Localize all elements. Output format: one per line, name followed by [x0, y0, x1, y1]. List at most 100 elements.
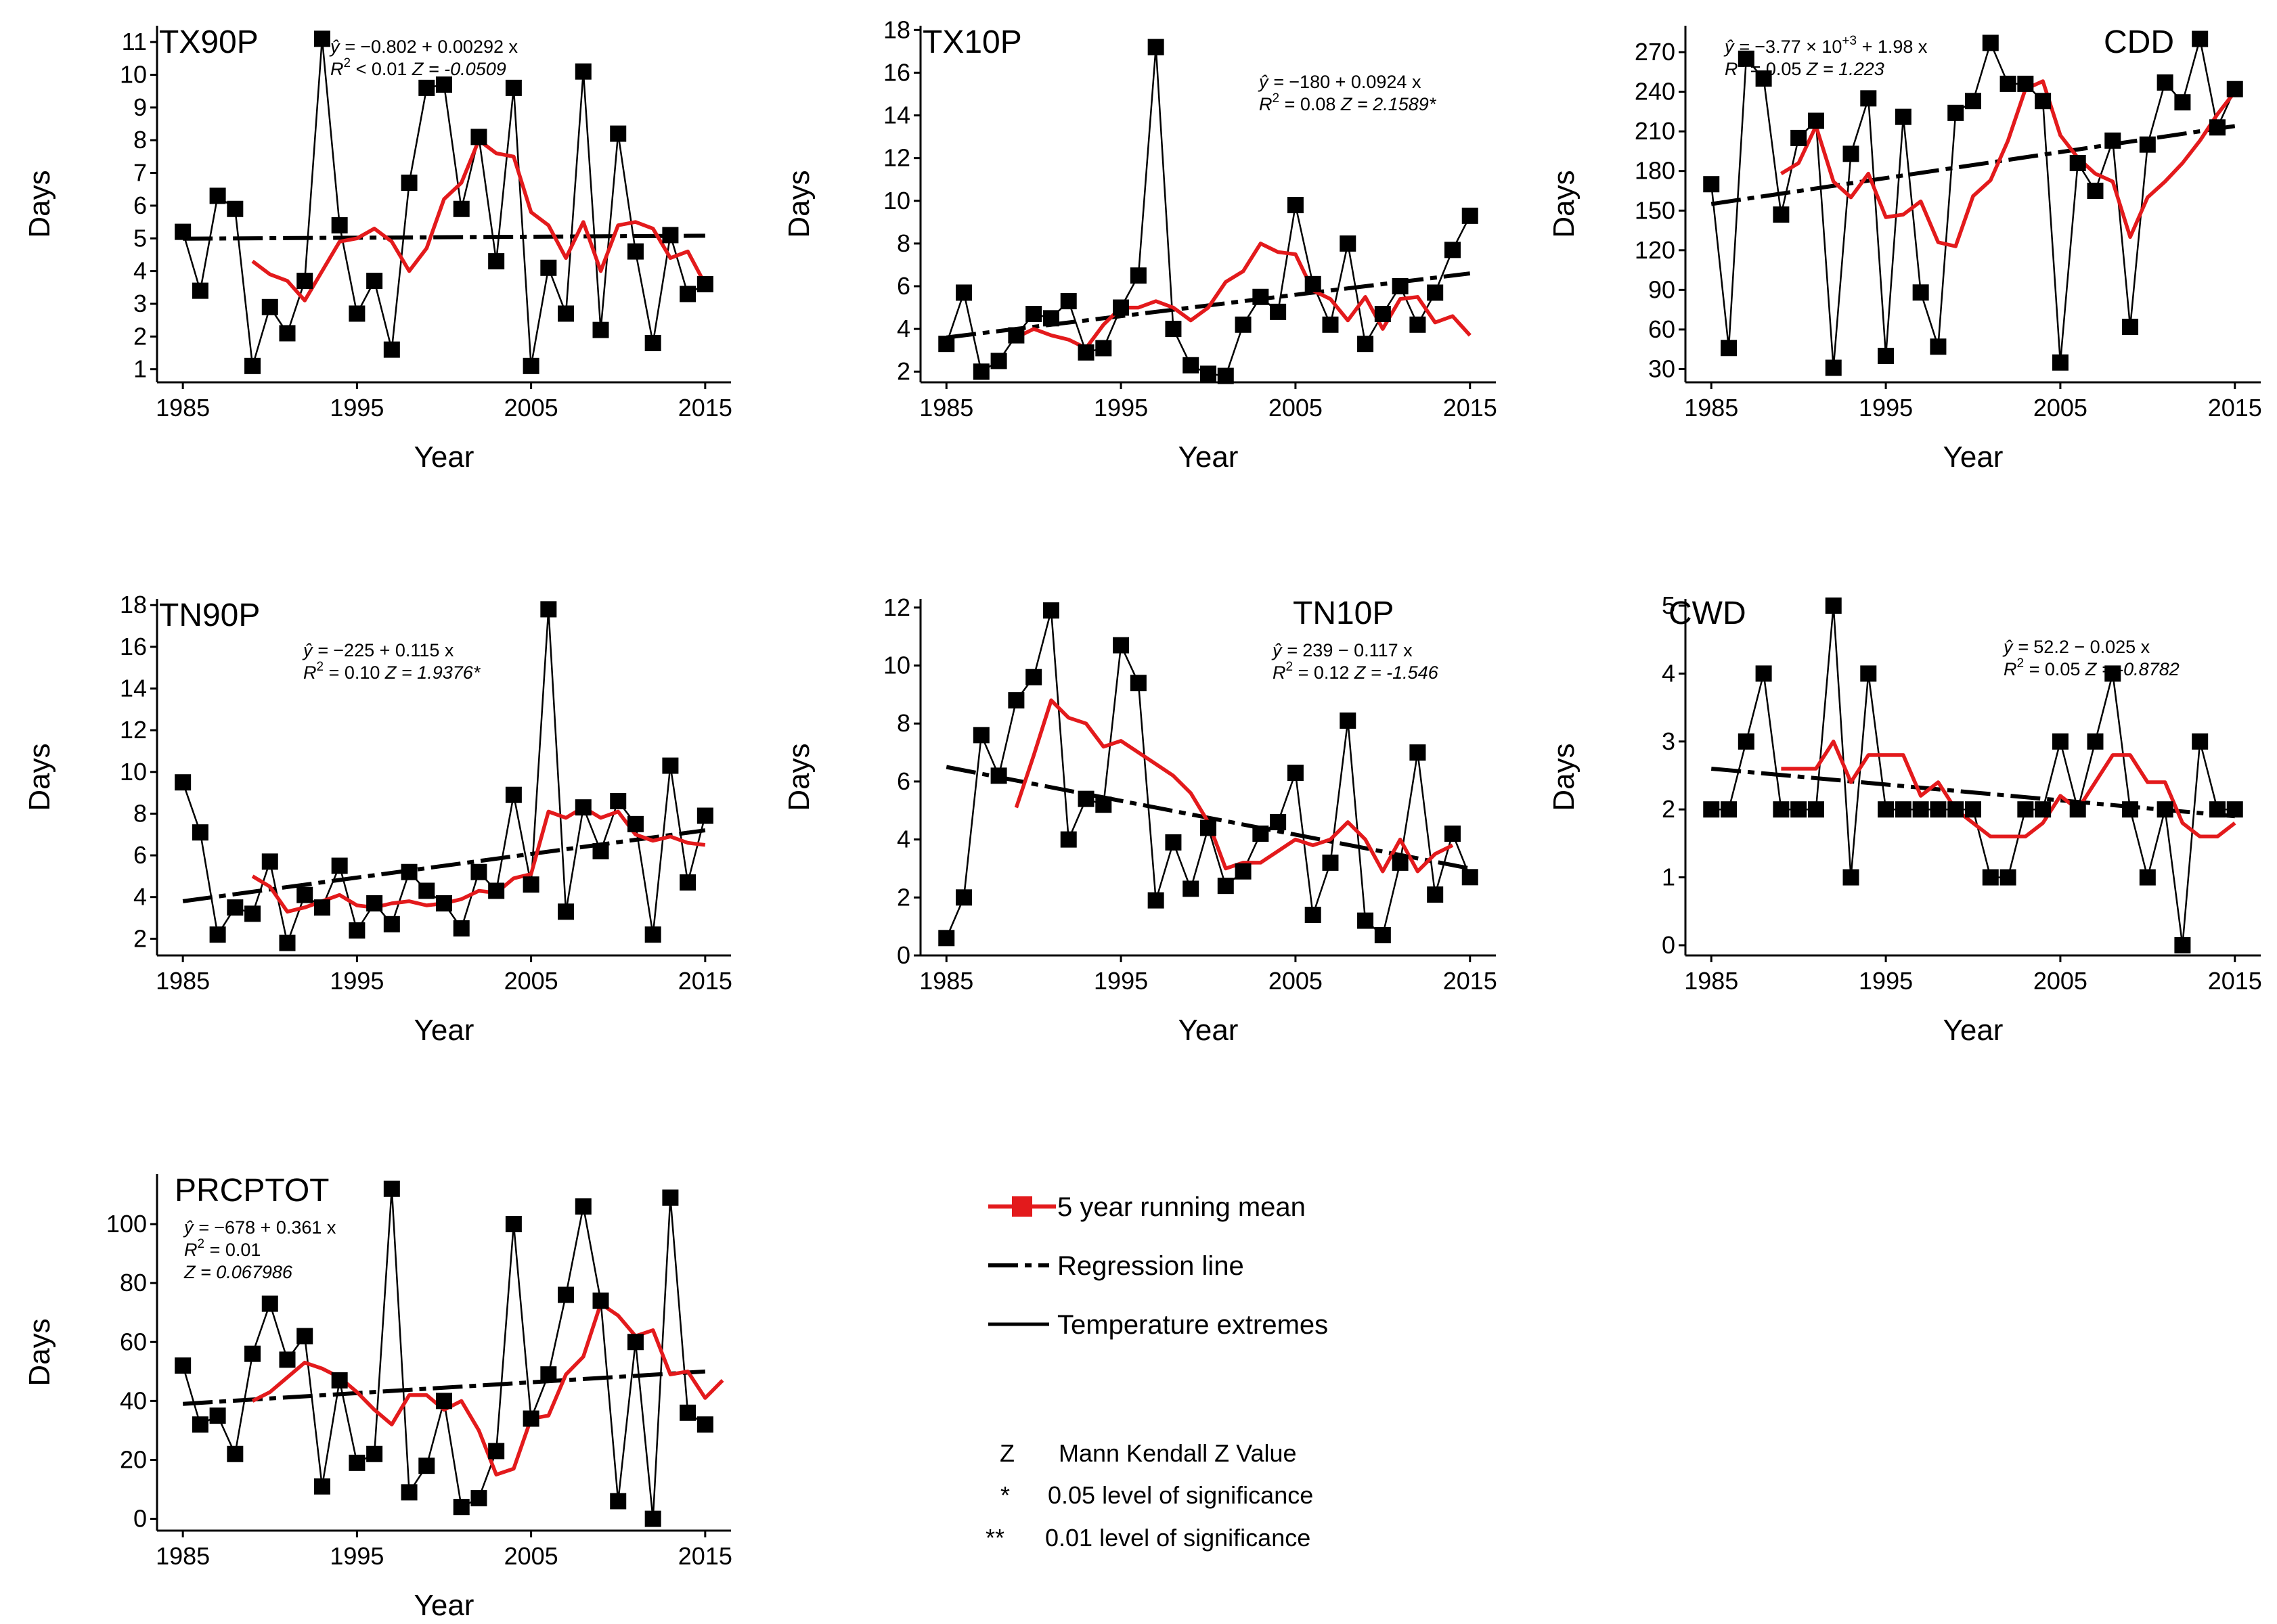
data-point	[366, 895, 383, 911]
data-point	[1895, 801, 1911, 818]
y-tick-label: 0	[1662, 931, 1675, 959]
data-point	[227, 1445, 244, 1462]
data-point	[244, 1345, 261, 1362]
y-tick-label: 7	[133, 159, 147, 187]
data-point	[2192, 733, 2209, 750]
x-tick-label: 1985	[1684, 967, 1738, 995]
data-point	[1042, 602, 1059, 619]
data-point	[1860, 90, 1877, 107]
data-point	[1912, 284, 1929, 301]
running-mean-line	[1779, 79, 2236, 248]
equation-lhs: ŷ =	[1723, 37, 1754, 57]
mann-kendall-z: Z = 0.067986	[183, 1262, 293, 1282]
data-point	[1999, 75, 2016, 92]
data-point	[209, 187, 226, 204]
data-point	[1200, 365, 1216, 382]
z-label: Z =	[1354, 662, 1386, 683]
data-point	[1095, 796, 1112, 813]
y-tick-label: 4	[133, 257, 147, 285]
data-point	[558, 1286, 575, 1303]
data-point	[1147, 892, 1164, 909]
y-tick-label: 1	[1662, 863, 1675, 891]
data-point	[1965, 801, 1981, 818]
running-mean-line	[1014, 698, 1454, 874]
equation-exponent: +3	[1842, 34, 1857, 48]
data-point	[331, 1372, 348, 1389]
equation-lhs: ŷ =	[1271, 640, 1302, 660]
data-point	[644, 334, 661, 351]
y-tick-label: 3	[133, 290, 147, 317]
data-point	[540, 1366, 557, 1383]
data-point	[261, 1295, 278, 1312]
data-point	[227, 200, 244, 217]
data-point	[2069, 801, 2086, 818]
data-point	[401, 175, 418, 191]
regression-equation: ŷ = −3.77 × 10+3 + 1.98 x	[1723, 34, 1928, 57]
data-point	[592, 842, 609, 859]
data-point	[1860, 665, 1877, 682]
r-squared-exponent: 2	[198, 1237, 205, 1251]
panel-title: TX10P	[923, 24, 1022, 60]
data-point	[383, 341, 400, 358]
r-squared-value: R2 = 0.01	[184, 1237, 261, 1260]
data-point	[1444, 826, 1461, 842]
data-point	[1042, 310, 1059, 327]
data-point	[261, 853, 278, 870]
y-tick-label: 1	[133, 355, 147, 383]
x-tick-label: 2005	[504, 967, 558, 995]
y-tick-label: 30	[1648, 355, 1675, 382]
data-point	[192, 1416, 208, 1433]
y-tick-label: 10	[883, 652, 910, 679]
data-point	[1842, 869, 1859, 886]
data-point	[505, 786, 522, 803]
regression-equation: ŷ = 52.2 − 0.025 x	[2002, 637, 2150, 657]
data-point	[383, 1180, 400, 1197]
y-tick-label: 4	[133, 883, 147, 911]
data-point	[2122, 319, 2139, 336]
x-tick-label: 1985	[156, 967, 210, 995]
data-point	[1895, 108, 1911, 125]
x-tick-label: 2005	[2033, 967, 2087, 995]
x-tick-label: 1985	[1684, 394, 1738, 422]
data-point	[1790, 129, 1807, 146]
data-point	[1252, 826, 1269, 842]
equation-lhs: ŷ =	[183, 1217, 214, 1238]
x-tick-label: 2005	[2033, 394, 2087, 422]
data-point	[331, 217, 348, 233]
data-point	[592, 321, 609, 338]
y-tick-label: 150	[1635, 196, 1675, 224]
y-axis-label: Days	[23, 170, 56, 238]
regression-line	[183, 233, 705, 241]
r-squared-number: = 0.05	[1745, 59, 1807, 79]
data-point	[1304, 275, 1321, 292]
z-value: 2.1589*	[1372, 94, 1437, 114]
y-tick-label: 14	[120, 675, 147, 702]
data-point	[349, 922, 366, 939]
data-point	[1982, 869, 1999, 886]
r-squared-exponent: 2	[317, 660, 324, 674]
note-symbol-05: *	[1000, 1481, 1010, 1509]
r-squared-symbol: R	[303, 662, 317, 683]
data-point	[366, 273, 383, 290]
x-axis-label: Year	[1178, 441, 1239, 474]
x-tick-label: 1995	[330, 394, 384, 422]
regression-equation: ŷ = −0.802 + 0.00292 x	[329, 37, 518, 57]
data-point	[436, 1393, 452, 1409]
y-tick-label: 14	[883, 102, 910, 129]
data-point	[1217, 367, 1234, 384]
data-point	[1235, 316, 1252, 333]
panel-title: TN90P	[159, 597, 260, 633]
r-squared-value: R2 = 0.05 Z = -0.8782	[2004, 656, 2180, 679]
data-point	[488, 1443, 505, 1460]
y-axis-label: Days	[23, 743, 56, 811]
data-point	[1947, 801, 1964, 818]
x-axis-label: Year	[1178, 1014, 1239, 1047]
y-tick-label: 4	[897, 826, 910, 853]
running-mean-line	[251, 1301, 724, 1476]
y-tick-label: 2	[897, 883, 910, 911]
y-axis-label: Days	[1547, 743, 1580, 811]
data-point	[627, 243, 644, 260]
r-squared-exponent: 2	[1273, 91, 1280, 106]
data-point	[1461, 207, 1478, 224]
